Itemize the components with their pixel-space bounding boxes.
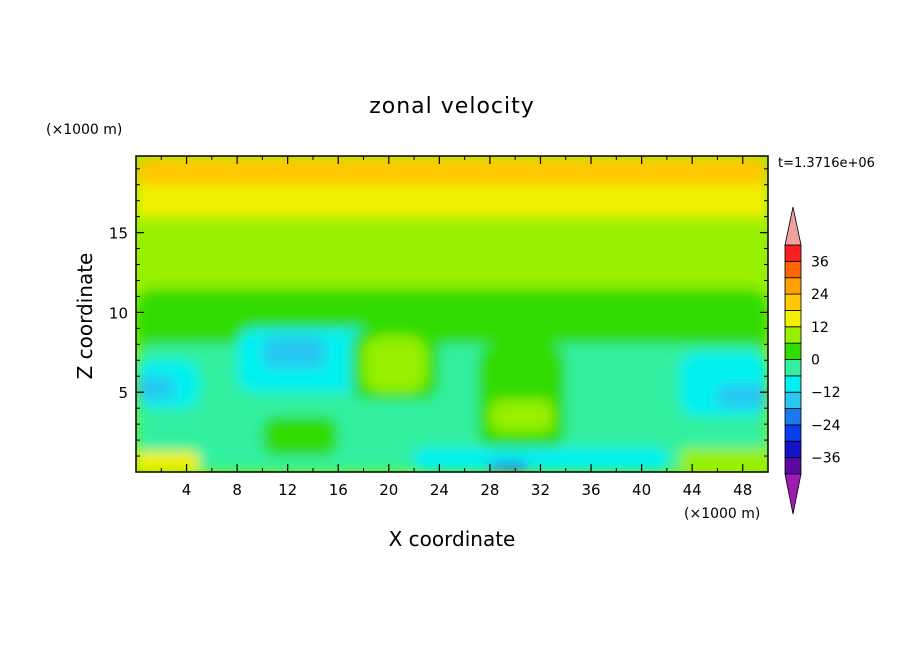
colorbar-segment-11 — [784, 277, 802, 295]
x-tick-label-9: 40 — [632, 481, 651, 499]
colorbar-segment-6 — [784, 359, 802, 377]
y-tick-label-1: 10 — [109, 304, 128, 322]
contour-regions — [136, 156, 768, 472]
colorbar-tick-label-3: 0 — [811, 353, 820, 369]
colorbar-segment-5 — [784, 375, 802, 393]
colorbar-segment-1 — [784, 440, 802, 459]
plot-frame — [135, 155, 769, 473]
x-tick-label-4: 20 — [379, 481, 398, 499]
colorbar-segment-2 — [784, 424, 802, 442]
contour-region-16 — [414, 448, 667, 472]
colorbar: 36 24 12 0 −12 −24 −36 — [784, 206, 841, 515]
x-tick-label-0: 4 — [182, 481, 192, 499]
x-unit-label: (×1000 m) — [684, 506, 760, 522]
colorbar-segment-10 — [784, 293, 802, 311]
x-tick-label-7: 32 — [531, 481, 550, 499]
colorbar-tick-label-2: 12 — [811, 320, 829, 336]
colorbar-segment-3 — [784, 408, 802, 426]
colorbar-segment-0 — [784, 457, 802, 475]
y-tick-label-0: 5 — [118, 384, 128, 402]
x-tick-label-3: 16 — [329, 481, 348, 499]
contour-region-10 — [489, 400, 554, 433]
x-axis: 4 8 12 16 20 24 28 32 36 40 44 48 — [160, 156, 752, 499]
x-tick-label-8: 36 — [581, 481, 600, 499]
contour-region-13 — [136, 376, 174, 401]
contour-region-15 — [717, 384, 768, 409]
colorbar-tick-label-1: 24 — [811, 287, 829, 303]
y-tick-label-2: 15 — [109, 225, 128, 243]
contour-region-8 — [363, 336, 427, 393]
x-tick-label-5: 24 — [430, 481, 449, 499]
colorbar-tick-label-6: −36 — [811, 451, 841, 467]
colorbar-extend-high — [784, 206, 802, 246]
contour-region-11 — [262, 416, 339, 457]
chart-title: zonal velocity — [369, 94, 535, 119]
contour-region-1 — [136, 156, 768, 185]
colorbar-tick-label-4: −12 — [811, 385, 841, 401]
contour-region-2 — [136, 216, 768, 297]
x-tick-label-1: 8 — [232, 481, 242, 499]
contour-region-6 — [262, 336, 326, 369]
x-axis-label: X coordinate — [389, 527, 516, 551]
colorbar-segment-13 — [784, 244, 802, 262]
colorbar-extend-low — [784, 473, 802, 515]
contour-region-3 — [136, 288, 768, 353]
colorbar-segment-9 — [784, 310, 802, 328]
contour-region-18 — [136, 451, 200, 472]
y-axis-label: Z coordinate — [73, 253, 97, 380]
contour-region-19 — [679, 448, 768, 472]
contour-region-9 — [477, 344, 566, 449]
colorbar-segment-4 — [784, 391, 802, 409]
colorbar-segment-8 — [784, 326, 802, 344]
x-tick-label-10: 44 — [683, 481, 702, 499]
y-unit-label: (×1000 m) — [46, 122, 122, 138]
colorbar-segment-7 — [784, 342, 802, 360]
colorbar-segment-12 — [784, 260, 802, 279]
contour-region-17 — [489, 462, 528, 472]
time-label: t=1.3716e+06 — [778, 156, 875, 171]
x-tick-label-6: 28 — [480, 481, 499, 499]
plot-area — [136, 156, 768, 472]
x-tick-label-2: 12 — [278, 481, 297, 499]
x-tick-label-11: 48 — [733, 481, 752, 499]
colorbar-tick-label-5: −24 — [811, 418, 841, 434]
y-axis: 5 10 15 — [109, 168, 768, 457]
colorbar-tick-label-0: 36 — [811, 254, 829, 270]
